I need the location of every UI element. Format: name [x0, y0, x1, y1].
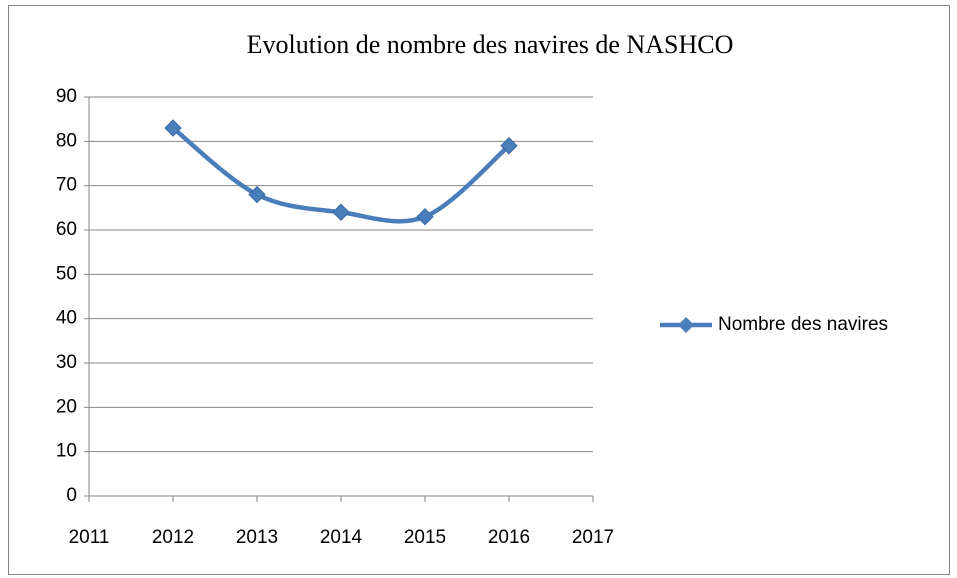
- y-tick-label: 80: [56, 130, 77, 151]
- x-tick-label: 2015: [404, 527, 446, 548]
- chart-frame: [8, 5, 950, 575]
- data-point: [332, 203, 350, 221]
- data-point: [164, 119, 182, 137]
- legend-marker: [678, 317, 694, 333]
- y-tick-label: 50: [56, 263, 77, 284]
- data-point: [416, 207, 434, 226]
- data-point: [248, 185, 266, 204]
- y-tick-label: 90: [56, 86, 77, 107]
- x-tick-label: 2014: [320, 527, 363, 548]
- y-tick-label: 60: [56, 219, 77, 240]
- y-tick-label: 10: [56, 441, 77, 462]
- y-tick-label: 70: [56, 175, 77, 196]
- x-tick-label: 2016: [488, 527, 530, 548]
- y-tick-label: 30: [56, 352, 77, 373]
- chart-title: Evolution de nombre des navires de NASHC…: [247, 30, 734, 59]
- y-tick-label: 20: [56, 396, 77, 417]
- data-point: [500, 137, 518, 155]
- x-tick-label: 2011: [69, 527, 110, 548]
- y-tick-label: 40: [56, 308, 77, 329]
- x-tick-label: 2013: [236, 527, 278, 548]
- x-tick-label: 2017: [572, 527, 614, 548]
- legend-label: Nombre des navires: [718, 314, 888, 335]
- x-tick-label: 2012: [152, 527, 194, 548]
- y-tick-label: 0: [66, 485, 77, 506]
